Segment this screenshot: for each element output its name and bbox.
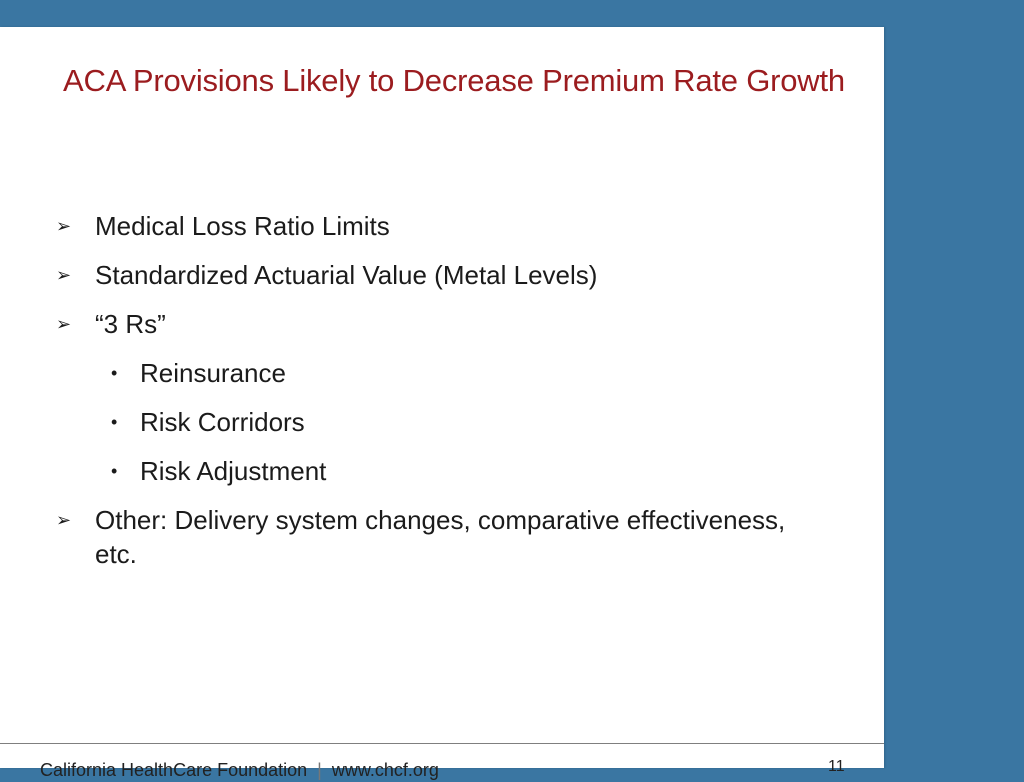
- bullet-item: ➢ Medical Loss Ratio Limits: [56, 209, 796, 243]
- dot-bullet-icon: •: [111, 461, 118, 481]
- bullet-text: Other: Delivery system changes, comparat…: [95, 505, 786, 569]
- dot-bullet-icon: •: [111, 363, 118, 383]
- bullet-text: Medical Loss Ratio Limits: [95, 211, 390, 241]
- page-number: 11: [828, 758, 845, 775]
- arrow-bullet-icon: ➢: [56, 216, 72, 236]
- arrow-bullet-icon: ➢: [56, 314, 72, 334]
- arrow-bullet-icon: ➢: [56, 265, 72, 285]
- sub-bullet-item: • Risk Corridors: [56, 405, 796, 439]
- dot-bullet-icon: •: [111, 412, 118, 432]
- sub-bullet-text: Risk Corridors: [140, 407, 305, 437]
- footer-branding: California HealthCare Foundation | www.chc…: [40, 758, 439, 782]
- bullet-list: ➢ Medical Loss Ratio Limits ➢ Standardiz…: [56, 209, 796, 586]
- bullet-text: Standardized Actuarial Value (Metal Leve…: [95, 260, 598, 290]
- bullet-item: ➢ Other: Delivery system changes, compar…: [56, 503, 796, 571]
- footer-organization: California HealthCare Foundation: [40, 760, 308, 780]
- sub-bullet-text: Reinsurance: [140, 358, 286, 388]
- bullet-item: ➢ “3 Rs”: [56, 307, 796, 341]
- bullet-text: “3 Rs”: [95, 309, 166, 339]
- sub-bullet-item: • Risk Adjustment: [56, 454, 796, 488]
- sub-bullet-item: • Reinsurance: [56, 356, 796, 390]
- sub-bullet-text: Risk Adjustment: [140, 456, 327, 486]
- footer-divider: [0, 743, 884, 744]
- slide: ACA Provisions Likely to Decrease Premiu…: [0, 27, 884, 780]
- footer-website: www.chcf.org: [331, 760, 439, 780]
- slide-title: ACA Provisions Likely to Decrease Premiu…: [63, 63, 845, 98]
- bullet-item: ➢ Standardized Actuarial Value (Metal Le…: [56, 258, 796, 292]
- arrow-bullet-icon: ➢: [56, 510, 72, 530]
- footer-separator: |: [317, 760, 322, 780]
